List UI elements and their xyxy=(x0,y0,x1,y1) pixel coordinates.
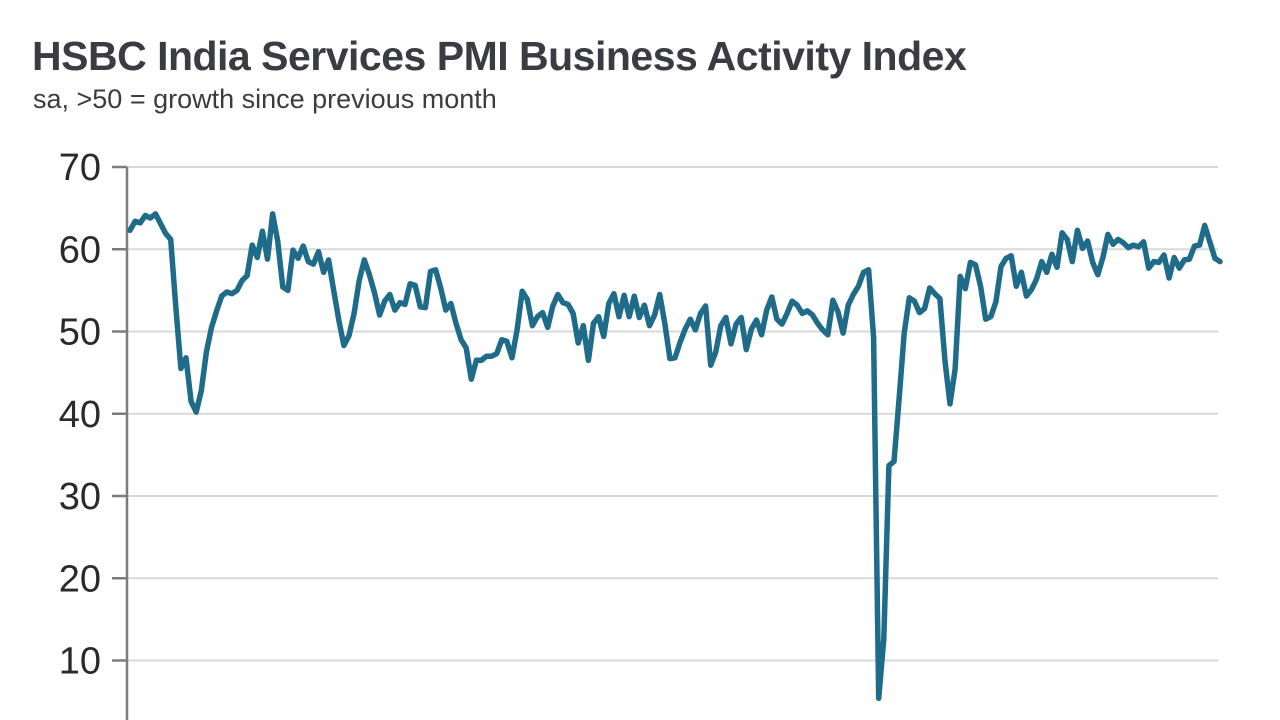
y-axis-tick-label: 60 xyxy=(59,229,101,271)
y-axis-tick-label: 10 xyxy=(59,641,101,683)
y-axis-tick-label: 30 xyxy=(59,476,101,518)
y-axis-tick-label: 50 xyxy=(59,312,101,354)
y-axis-tick-label: 20 xyxy=(59,558,101,600)
y-axis-tick-label: 70 xyxy=(59,147,101,189)
pmi-line-series xyxy=(127,211,1223,702)
chart-subtitle: sa, >50 = growth since previous month xyxy=(33,84,497,114)
y-axis: 70 60 50 40 30 20 10 xyxy=(59,147,129,720)
gridlines xyxy=(127,166,1218,662)
chart-title: HSBC India Services PMI Business Activit… xyxy=(32,33,967,79)
y-axis-ticks xyxy=(112,165,127,662)
y-axis-tick-label: 40 xyxy=(59,394,101,436)
y-axis-labels: 70 60 50 40 30 20 10 xyxy=(59,147,101,683)
